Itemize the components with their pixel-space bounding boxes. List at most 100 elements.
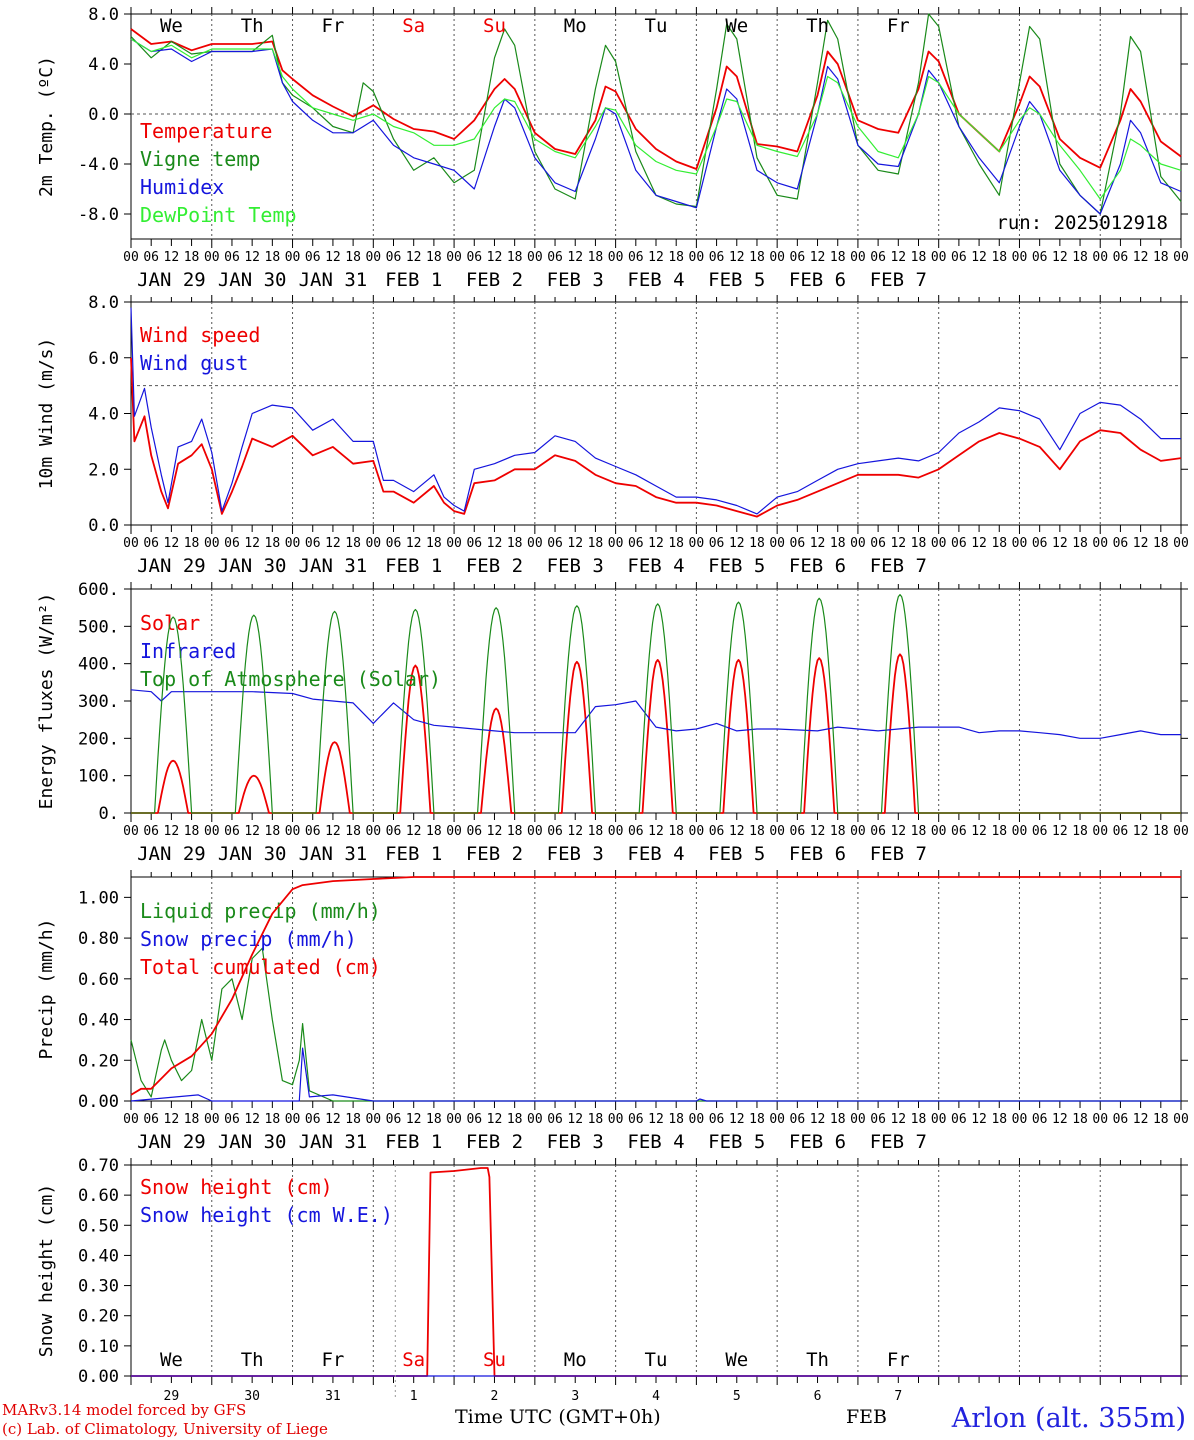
bottom-day-name: Su bbox=[483, 1349, 506, 1371]
x-hour-label: 18 bbox=[830, 1112, 846, 1127]
x-hour-label: 00 bbox=[527, 1112, 543, 1127]
x-hour-label: 06 bbox=[1032, 250, 1048, 265]
x-date-label: JAN 29 bbox=[137, 555, 206, 577]
x-hour-label: 00 bbox=[123, 250, 139, 265]
x-hour-label: 18 bbox=[749, 536, 765, 551]
x-hour-label: 12 bbox=[164, 1112, 180, 1127]
x-hour-label: 12 bbox=[325, 536, 341, 551]
legend-entry: Temperature bbox=[140, 119, 272, 143]
x-hour-label: 06 bbox=[709, 1112, 725, 1127]
x-date-label: FEB 4 bbox=[627, 269, 684, 291]
x-hour-label: 18 bbox=[911, 250, 927, 265]
x-hour-label: 06 bbox=[1032, 1112, 1048, 1127]
x-hour-label: 06 bbox=[951, 250, 967, 265]
x-date-label: JAN 31 bbox=[299, 269, 368, 291]
x-hour-label: 12 bbox=[971, 536, 987, 551]
x-date-label: FEB 4 bbox=[627, 555, 684, 577]
x-hour-label: 12 bbox=[648, 1112, 664, 1127]
x-hour-label: 00 bbox=[608, 536, 624, 551]
x-hour-label: 12 bbox=[1052, 536, 1068, 551]
x-hour-label: 00 bbox=[850, 824, 866, 839]
x-hour-label: 00 bbox=[931, 824, 947, 839]
x-hour-label: 18 bbox=[749, 250, 765, 265]
y-tick-label: 8.0 bbox=[88, 5, 119, 25]
series-line-liquid-precip-mm-h- bbox=[130, 947, 1181, 1102]
x-hour-label: 06 bbox=[386, 536, 402, 551]
x-hour-label: 06 bbox=[224, 536, 240, 551]
x-date-label: FEB 3 bbox=[547, 843, 604, 865]
x-hour-label: 12 bbox=[729, 250, 745, 265]
x-hour-label: 00 bbox=[769, 250, 785, 265]
x-date-label: JAN 29 bbox=[137, 269, 206, 291]
series-line-humidex bbox=[130, 38, 1182, 215]
x-hour-label: 18 bbox=[668, 1112, 684, 1127]
x-hour-label: 12 bbox=[1133, 536, 1149, 551]
x-date-label: FEB 3 bbox=[547, 1131, 604, 1153]
y-tick-label: 0.20 bbox=[78, 1307, 119, 1327]
x-hour-label: 12 bbox=[890, 536, 906, 551]
x-hour-label: 18 bbox=[345, 536, 361, 551]
x-hour-label: 12 bbox=[244, 824, 260, 839]
x-hour-label: 18 bbox=[184, 1112, 200, 1127]
x-hour-label: 00 bbox=[1012, 1112, 1028, 1127]
x-date-label: JAN 31 bbox=[299, 1131, 368, 1153]
x-hour-label: 18 bbox=[911, 1112, 927, 1127]
x-hour-label: 00 bbox=[204, 824, 220, 839]
x-hour-label: 06 bbox=[386, 250, 402, 265]
series-line-vigne-temp bbox=[130, 13, 1182, 215]
x-hour-label: 12 bbox=[1052, 250, 1068, 265]
x-hour-label: 12 bbox=[648, 536, 664, 551]
y-tick-label: 300. bbox=[78, 692, 119, 712]
x-hour-label: 00 bbox=[204, 536, 220, 551]
x-hour-label: 12 bbox=[1133, 1112, 1149, 1127]
x-hour-label: 12 bbox=[1052, 1112, 1068, 1127]
x-hour-label: 12 bbox=[971, 1112, 987, 1127]
x-hour-label: 18 bbox=[1072, 536, 1088, 551]
x-date-label: FEB 7 bbox=[870, 1131, 927, 1153]
x-hour-label: 18 bbox=[265, 824, 281, 839]
y-axis-label: Energy fluxes (W/m²) bbox=[36, 593, 57, 810]
x-hour-label: 00 bbox=[285, 1112, 301, 1127]
x-hour-label: 18 bbox=[507, 250, 523, 265]
x-hour-label: 18 bbox=[588, 1112, 604, 1127]
x-date-label: FEB 5 bbox=[708, 269, 765, 291]
x-hour-label: 12 bbox=[487, 250, 503, 265]
legend-entry: Total cumulated (cm) bbox=[140, 955, 381, 979]
x-hour-label: 18 bbox=[1153, 824, 1169, 839]
x-date-label: FEB 6 bbox=[789, 269, 846, 291]
panel-frame-2 bbox=[130, 588, 1182, 814]
x-hour-label: 18 bbox=[507, 1112, 523, 1127]
x-hour-label: 12 bbox=[1133, 824, 1149, 839]
x-hour-label: 06 bbox=[143, 250, 159, 265]
x-hour-label: 18 bbox=[1072, 824, 1088, 839]
x-hour-label: 12 bbox=[890, 824, 906, 839]
x-hour-label: 00 bbox=[365, 824, 381, 839]
x-hour-label: 00 bbox=[1173, 250, 1189, 265]
bottom-day-name: Tu bbox=[645, 1349, 668, 1371]
bottom-day-number: 1 bbox=[410, 1389, 418, 1404]
x-hour-label: 06 bbox=[1113, 250, 1129, 265]
x-hour-label: 18 bbox=[184, 250, 200, 265]
x-date-label: FEB 1 bbox=[385, 269, 442, 291]
x-date-label: FEB 1 bbox=[385, 843, 442, 865]
x-hour-label: 06 bbox=[143, 1112, 159, 1127]
day-name-label: We bbox=[725, 15, 748, 37]
x-hour-label: 00 bbox=[123, 536, 139, 551]
day-name-label: Sa bbox=[402, 15, 425, 37]
y-tick-label: 1.00 bbox=[78, 888, 119, 908]
x-hour-label: 18 bbox=[184, 824, 200, 839]
x-hour-label: 00 bbox=[285, 536, 301, 551]
x-hour-label: 18 bbox=[265, 536, 281, 551]
x-hour-label: 12 bbox=[971, 824, 987, 839]
y-tick-label: 0.0 bbox=[88, 516, 119, 536]
x-hour-label: 06 bbox=[870, 1112, 886, 1127]
y-tick-label: 400. bbox=[78, 655, 119, 675]
x-hour-label: 12 bbox=[406, 824, 422, 839]
y-tick-label: 0.60 bbox=[78, 970, 119, 990]
bottom-day-number: 29 bbox=[164, 1389, 180, 1404]
x-hour-label: 00 bbox=[285, 824, 301, 839]
x-hour-label: 00 bbox=[931, 536, 947, 551]
x-date-label: FEB 3 bbox=[547, 555, 604, 577]
run-label: run: 2025012918 bbox=[996, 212, 1168, 234]
